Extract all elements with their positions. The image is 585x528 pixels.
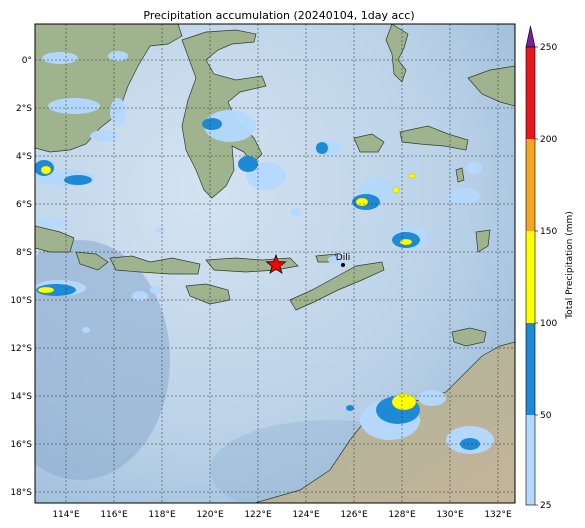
- land-bali: [75, 251, 109, 271]
- colorbar-tick-label: 200: [540, 135, 557, 145]
- land-papua-head: [467, 65, 515, 107]
- land-sumba: [185, 283, 231, 305]
- land-lombok-sumbawa: [109, 255, 201, 275]
- lat-label: 14°S: [10, 392, 32, 402]
- colorbar-tick-label: 250: [540, 43, 557, 53]
- land-halmahera: [385, 24, 409, 83]
- lat-label: 12°S: [10, 344, 32, 354]
- lon-label: 120°E: [196, 510, 224, 520]
- latitude-labels: 0° 2°S 4°S 6°S 8°S 10°S 12°S 14°S 16°S 1…: [10, 56, 32, 498]
- lat-label: 6°S: [16, 200, 32, 210]
- colorbar-bin: [526, 415, 535, 505]
- lon-label: 128°E: [388, 510, 416, 520]
- longitude-labels: 114°E 116°E 118°E 120°E 122°E 124°E 126°…: [52, 510, 512, 520]
- lat-label: 10°S: [10, 296, 32, 306]
- land-java: [35, 225, 75, 253]
- lon-label: 132°E: [484, 510, 512, 520]
- lon-label: 118°E: [148, 510, 176, 520]
- lat-label: 18°S: [10, 488, 32, 498]
- colorbar-extend-arrow: [525, 25, 536, 48]
- colorbar-tick-label: 25: [540, 501, 551, 511]
- land-melville: [451, 327, 487, 347]
- colorbar-frame: [525, 46, 536, 506]
- dili-label: Dili: [336, 253, 350, 263]
- gridlines: [35, 24, 515, 503]
- colorbar-tick-label: 50: [540, 411, 552, 421]
- land-buru: [353, 133, 385, 153]
- map-panel: Dili: [35, 24, 515, 503]
- lon-label: 114°E: [52, 510, 80, 520]
- land-kai: [455, 167, 465, 183]
- land-tanimbar: [475, 229, 491, 253]
- land-seram: [399, 125, 469, 151]
- colorbar: 250 200 150 100 50 25 Total Precipitatio…: [525, 25, 575, 511]
- lat-label: 8°S: [16, 248, 32, 258]
- lon-label: 122°E: [244, 510, 272, 520]
- lon-label: 116°E: [100, 510, 128, 520]
- colorbar-tick-label: 150: [540, 227, 557, 237]
- colorbar-bin: [526, 231, 535, 323]
- lat-label: 16°S: [10, 440, 32, 450]
- lat-label: 4°S: [16, 152, 32, 162]
- lat-label: 2°S: [16, 104, 32, 114]
- colorbar-bin: [526, 323, 535, 415]
- colorbar-bin: [526, 47, 535, 139]
- dili-dot: [341, 263, 345, 267]
- map-title: Precipitation accumulation (20240104, 1d…: [143, 9, 414, 22]
- lon-label: 130°E: [436, 510, 464, 520]
- colorbar-bin: [526, 139, 535, 231]
- lon-label: 124°E: [292, 510, 320, 520]
- map-frame: [34, 23, 516, 504]
- lon-label: 126°E: [340, 510, 368, 520]
- colorbar-tick-labels: 250 200 150 100 50 25: [540, 43, 557, 511]
- lat-label: 0°: [22, 56, 32, 66]
- colorbar-tick-label: 100: [540, 319, 557, 329]
- colorbar-label: Total Precipitation (mm): [565, 211, 575, 320]
- colorbar-ticks: [535, 46, 538, 506]
- land-timor: [289, 261, 385, 311]
- event-star-marker: [265, 253, 287, 275]
